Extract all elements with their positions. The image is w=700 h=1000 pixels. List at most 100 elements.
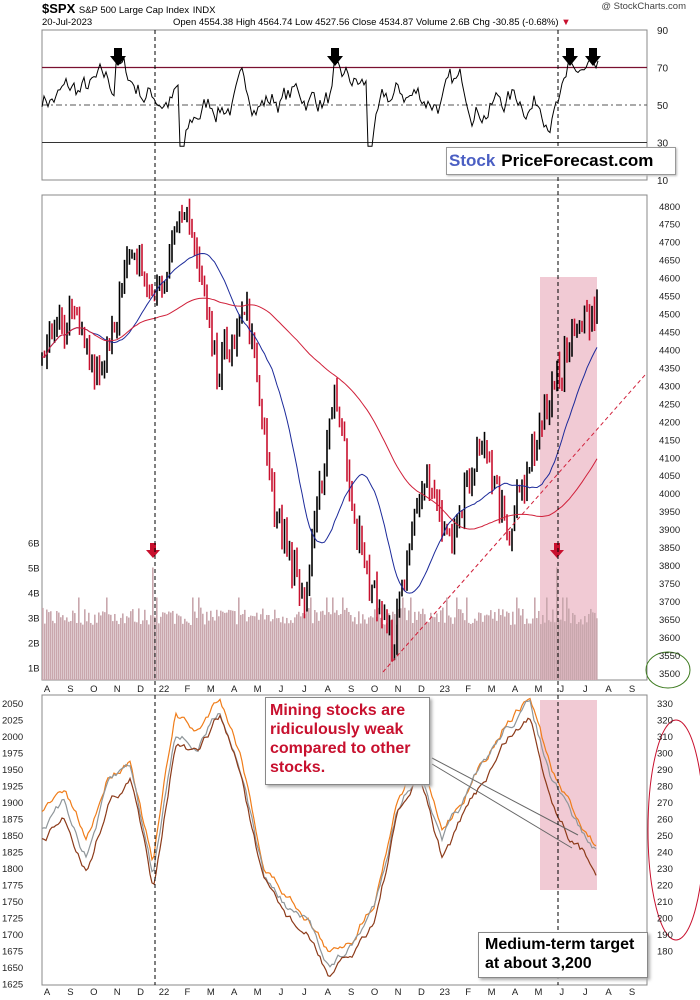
volume-bar bbox=[60, 617, 62, 680]
volume-bar bbox=[112, 621, 114, 680]
volume-bar bbox=[324, 614, 326, 680]
volume-bar bbox=[524, 624, 526, 680]
metals-x-tick-label: D bbox=[418, 987, 425, 998]
volume-bar bbox=[500, 615, 502, 680]
price-tick-label: 4400 bbox=[659, 345, 680, 356]
volume-bar bbox=[42, 607, 44, 680]
price-tick-label: 3750 bbox=[659, 579, 680, 590]
volume-bar bbox=[412, 622, 414, 680]
volume-bar bbox=[212, 616, 214, 680]
volume-bar bbox=[554, 622, 556, 680]
price-tick-label: 4000 bbox=[659, 489, 680, 500]
price-tick-label: 4350 bbox=[659, 363, 680, 374]
volume-bar bbox=[306, 609, 308, 680]
metals-right-tick-label: 220 bbox=[657, 881, 673, 892]
volume-bar bbox=[226, 612, 228, 680]
volume-bar bbox=[364, 619, 366, 680]
metals-right-tick-label: 200 bbox=[657, 914, 673, 925]
volume-bar bbox=[512, 611, 514, 680]
volume-bar bbox=[422, 608, 424, 680]
metals-x-tick-label: J bbox=[302, 987, 307, 998]
volume-bar bbox=[588, 613, 590, 680]
volume-bar bbox=[158, 623, 160, 680]
metals-x-tick-label: M bbox=[488, 987, 496, 998]
metals-left-tick-label: 1775 bbox=[2, 881, 23, 892]
volume-bar bbox=[564, 621, 566, 680]
metals-left-tick-label: 2025 bbox=[2, 716, 23, 727]
volume-bar bbox=[272, 619, 274, 680]
volume-bar bbox=[248, 616, 250, 680]
metals-right-tick-label: 310 bbox=[657, 732, 673, 743]
volume-bar bbox=[542, 614, 544, 680]
metals-x-tick-label: N bbox=[395, 987, 402, 998]
annotation-pointer bbox=[431, 757, 579, 836]
metals-right-tick-label: 270 bbox=[657, 798, 673, 809]
volume-bar bbox=[540, 624, 542, 680]
volume-bar bbox=[424, 614, 426, 680]
volume-bar bbox=[418, 611, 420, 680]
volume-bar bbox=[590, 608, 592, 680]
metals-right-tick-label: 330 bbox=[657, 699, 673, 710]
price-tick-label: 4500 bbox=[659, 310, 680, 321]
ohlc-summary: Open 4554.38 High 4564.74 Low 4527.56 Cl… bbox=[173, 17, 571, 28]
metals-left-tick-label: 1650 bbox=[2, 963, 23, 974]
volume-bar bbox=[252, 615, 254, 680]
volume-bar bbox=[136, 622, 138, 680]
volume-bar bbox=[560, 619, 562, 680]
volume-bar bbox=[492, 618, 494, 680]
metals-x-tick-label: A bbox=[512, 987, 519, 998]
price-x-tick-label: O bbox=[371, 684, 378, 695]
volume-bar bbox=[156, 597, 158, 680]
volume-bar bbox=[206, 611, 208, 680]
volume-bar bbox=[110, 614, 112, 680]
volume-tick-label: 3B bbox=[28, 614, 40, 625]
volume-bar bbox=[496, 620, 498, 680]
volume-bar bbox=[52, 620, 54, 680]
metals-right-tick-label: 300 bbox=[657, 749, 673, 760]
price-x-tick-label: A bbox=[231, 684, 238, 695]
volume-bar bbox=[320, 611, 322, 680]
price-tick-label: 4200 bbox=[659, 417, 680, 428]
volume-bar bbox=[58, 612, 60, 680]
price-tick-label: 4300 bbox=[659, 381, 680, 392]
price-x-tick-label: S bbox=[67, 684, 73, 695]
volume-bar bbox=[498, 608, 500, 680]
chart-date: 20-Jul-2023 bbox=[42, 17, 93, 28]
metals-x-tick-label: S bbox=[629, 987, 635, 998]
volume-bar bbox=[82, 624, 84, 680]
volume-bar bbox=[262, 608, 264, 680]
ma50-line bbox=[41, 252, 598, 594]
volume-bar bbox=[170, 612, 172, 680]
metals-x-tick-label: M bbox=[534, 987, 542, 998]
metals-x-tick-label: 22 bbox=[159, 987, 170, 998]
volume-bar bbox=[260, 614, 262, 680]
volume-bar bbox=[44, 623, 46, 680]
volume-bar bbox=[488, 615, 490, 680]
price-x-tick-label: O bbox=[90, 684, 97, 695]
metals-right-tick-label: 280 bbox=[657, 782, 673, 793]
volume-bar bbox=[152, 567, 154, 680]
volume-bar bbox=[264, 619, 266, 680]
volume-bar bbox=[120, 617, 122, 680]
price-tick-label: 3900 bbox=[659, 525, 680, 536]
metals-x-tick-label: A bbox=[44, 987, 51, 998]
price-tick-label: 4650 bbox=[659, 256, 680, 267]
price-tick-label: 3600 bbox=[659, 633, 680, 644]
exchange: INDX bbox=[192, 5, 216, 16]
price-x-tick-label: 22 bbox=[159, 684, 170, 695]
volume-bar bbox=[450, 617, 452, 680]
price-x-tick-label: D bbox=[418, 684, 425, 695]
volume-bar bbox=[342, 597, 344, 680]
price-x-tick-label: A bbox=[44, 684, 51, 695]
volume-bar bbox=[340, 613, 342, 680]
rsi-tick-label: 30 bbox=[657, 139, 669, 150]
volume-bar bbox=[276, 618, 278, 680]
volume-bar bbox=[232, 610, 234, 680]
volume-bar bbox=[188, 622, 190, 680]
volume-bar bbox=[434, 617, 436, 680]
volume-bar bbox=[442, 607, 444, 680]
target-annotation: Medium-term target at about 3,200 bbox=[478, 932, 648, 978]
volume-bar bbox=[270, 621, 272, 680]
volume-bar bbox=[556, 567, 558, 680]
